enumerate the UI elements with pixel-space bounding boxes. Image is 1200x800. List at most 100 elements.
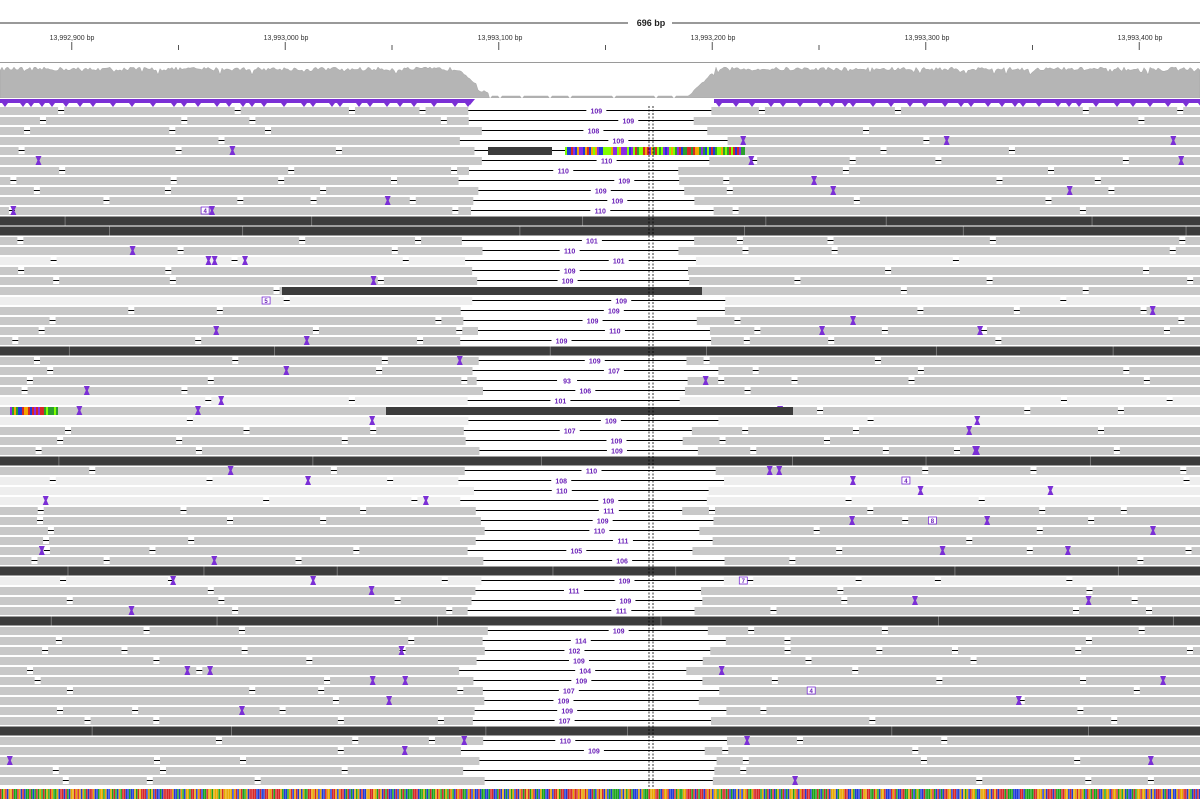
read-left-block[interactable] [0,207,472,215]
read-left-block[interactable] [0,277,478,285]
read-right-block[interactable] [691,427,1200,435]
insertion-mark[interactable] [977,326,984,335]
read-left-block[interactable] [0,117,469,125]
insertion-mark[interactable] [819,326,826,335]
read-left-block[interactable] [0,747,461,755]
read-right-block[interactable] [682,437,1200,445]
read-left-block[interactable] [0,357,479,365]
read-left-block[interactable] [0,127,482,135]
insertion-mark[interactable] [170,576,177,585]
read-right-block[interactable] [702,657,1200,665]
read-left-block[interactable] [0,387,483,395]
read-right-block[interactable] [679,177,1200,185]
ruler-track[interactable]: 696 bp 13,992,900 bp 13,993,000 bp 13,993,… [0,0,1200,58]
coverage-histogram[interactable] [0,66,1200,98]
insertion-mark[interactable] [369,676,376,685]
read-right-block[interactable] [714,767,1200,775]
read-dark-row[interactable] [0,216,1200,226]
read-right-block[interactable] [698,697,1200,705]
insertion-mark[interactable] [1178,156,1185,165]
read-left-block[interactable] [0,757,480,765]
read-right-block[interactable] [687,377,1200,385]
read-right-block[interactable] [692,547,1200,555]
read-right-block[interactable] [711,337,1200,345]
read-left-block[interactable] [0,197,474,205]
insertion-mark[interactable] [213,326,220,335]
insertion-mark[interactable] [42,496,49,505]
read-right-block[interactable] [724,307,1200,315]
insertion-mark[interactable] [849,516,856,525]
insertion-mark[interactable] [229,146,236,155]
read-right-block[interactable] [725,297,1200,305]
read-left-block[interactable] [0,487,474,495]
insertion-mark[interactable] [386,696,393,705]
insertion-mark[interactable] [211,256,218,265]
insertion-mark[interactable] [369,416,376,425]
read-right-block[interactable] [718,417,1200,425]
insertion-mark[interactable] [766,466,773,475]
read-right-block[interactable] [711,717,1200,725]
insertion-mark[interactable] [35,156,42,165]
read-right-block[interactable] [725,637,1200,645]
insertion-mark[interactable] [911,596,918,605]
read-left-block[interactable] [0,707,475,715]
read-right-block[interactable] [687,267,1200,275]
read-right-block[interactable] [712,777,1200,785]
insertion-mark[interactable] [6,756,13,765]
read-right-block[interactable] [709,157,1200,165]
insertion-mark[interactable] [1085,596,1092,605]
insertion-mark[interactable]: 5 [261,296,271,305]
read-right-block[interactable] [686,357,1200,365]
read-right-block[interactable] [697,447,1200,455]
read-left-block[interactable] [0,417,469,425]
read-right-block[interactable] [678,167,1200,175]
insertion-mark[interactable] [1149,306,1156,315]
read-left-block[interactable] [0,447,480,455]
read-right-block[interactable] [716,757,1200,765]
insertion-mark[interactable] [1066,186,1073,195]
insertion-mark[interactable]: 4 [901,476,911,485]
insertion-mark[interactable] [1147,756,1154,765]
read-dark-row[interactable] [0,726,1200,736]
read-right-block[interactable] [726,707,1200,715]
read-left-block[interactable] [0,597,472,605]
read-right-block[interactable] [694,197,1200,205]
read-right-block[interactable] [712,537,1200,545]
read-left-block[interactable] [0,577,482,585]
read-dark-row[interactable] [0,346,1200,356]
read-left-block[interactable] [0,297,473,305]
read-left-block[interactable] [0,337,461,345]
read-right-block[interactable] [689,277,1200,285]
read-left-block[interactable] [0,677,474,685]
read-left-block[interactable] [0,667,460,675]
read-left-block[interactable] [0,327,479,335]
insertion-mark[interactable] [368,586,375,595]
insertion-mark[interactable] [238,706,245,715]
insertion-mark[interactable] [943,136,950,145]
read-right-block[interactable] [723,577,1200,585]
read-left-block[interactable] [0,247,483,255]
insertion-mark[interactable] [402,676,409,685]
read-left-block[interactable] [0,287,482,295]
read-left-block[interactable] [0,507,476,515]
insertion-mark[interactable]: 7 [738,576,748,585]
insertion-mark[interactable] [227,466,234,475]
insertion-mark[interactable] [1160,676,1167,685]
read-left-block[interactable] [0,187,479,195]
read-right-block[interactable] [702,677,1200,685]
read-right-block[interactable] [694,237,1200,245]
read-left-block[interactable] [0,467,465,475]
insertion-mark[interactable] [702,376,709,385]
read-right-block[interactable] [709,327,1200,335]
insertion-mark[interactable] [76,406,83,415]
read-left-block[interactable] [0,657,477,665]
read-left-block[interactable] [0,427,464,435]
insertion-mark[interactable] [401,746,408,755]
insertion-mark[interactable] [38,546,45,555]
insertion-mark[interactable] [10,206,17,215]
read-right-block[interactable] [727,137,1200,145]
read-discordant[interactable] [282,287,702,295]
read-left-block[interactable] [0,397,468,405]
insertion-mark[interactable] [917,486,924,495]
read-left-block[interactable] [0,537,476,545]
